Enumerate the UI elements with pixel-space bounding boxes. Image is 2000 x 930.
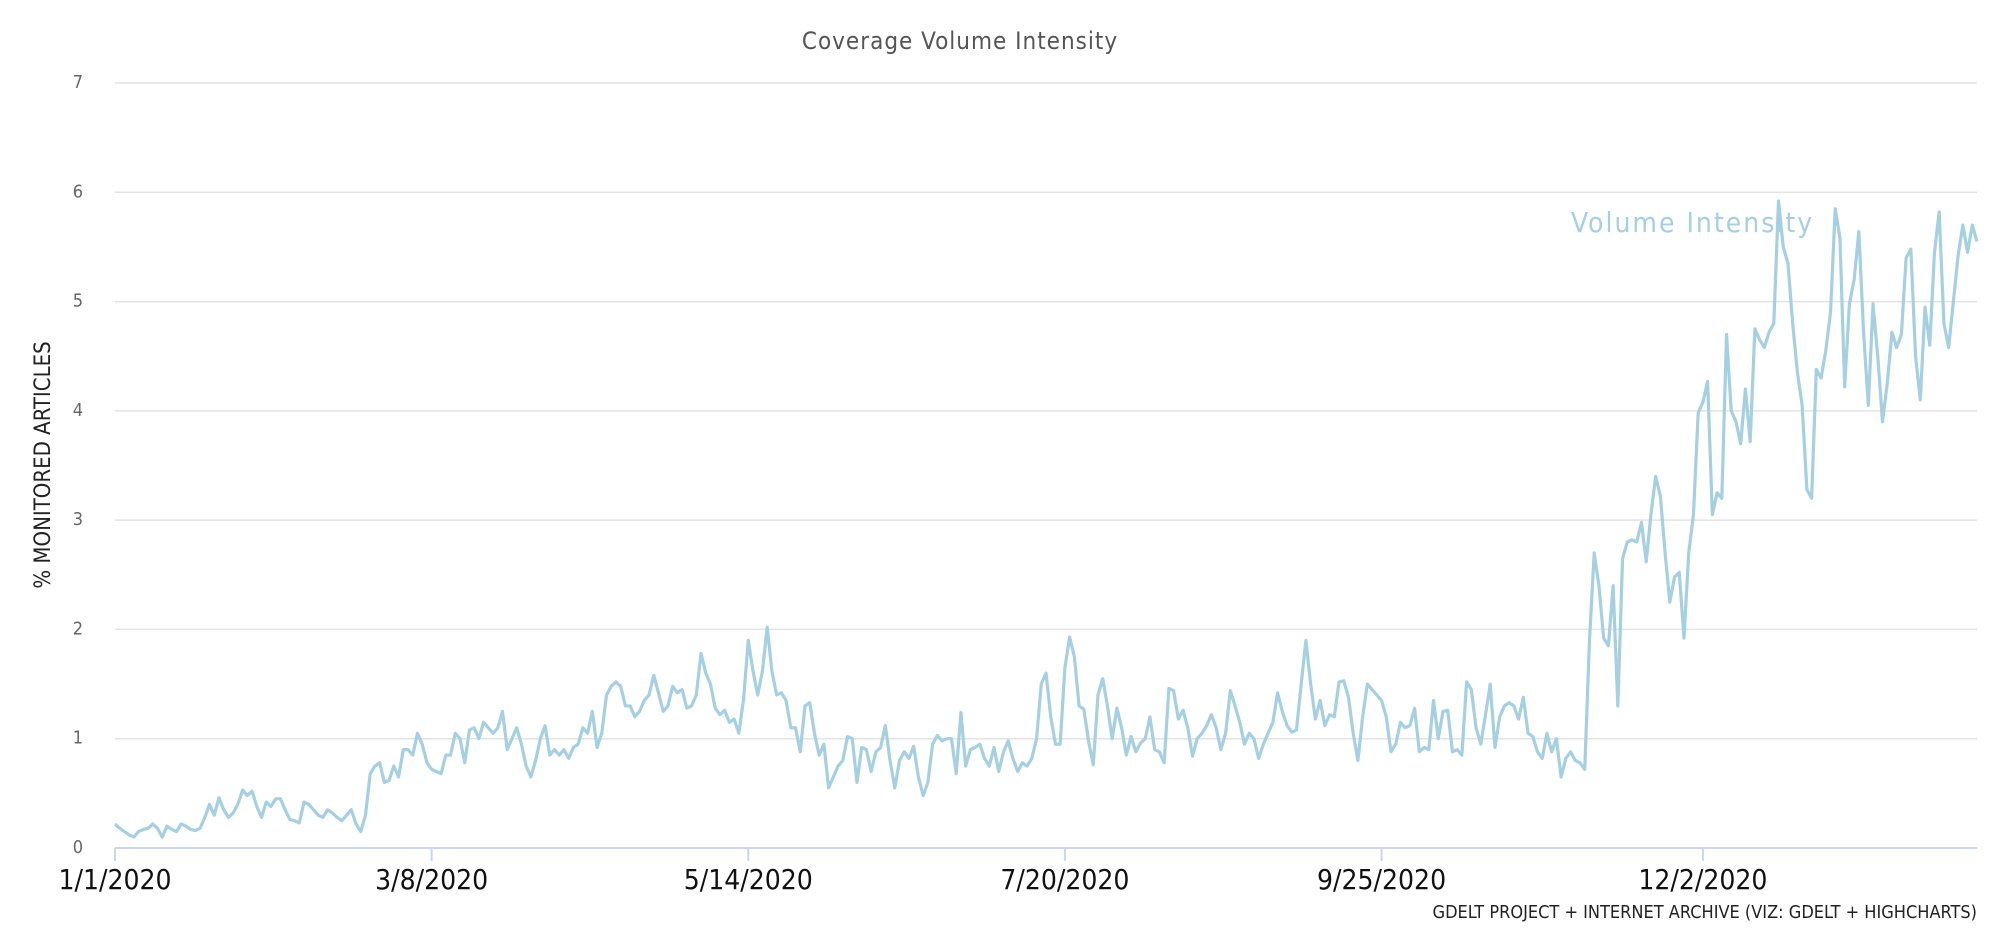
y-axis-label: % MONITORED ARTICLES <box>31 341 56 588</box>
y-tick-label: 3 <box>73 509 83 530</box>
credit: GDELT PROJECT + INTERNET ARCHIVE (VIZ: G… <box>1433 902 1977 923</box>
x-tick-label: 5/14/2020 <box>684 863 813 896</box>
y-tick-label: 5 <box>73 291 83 312</box>
chart-title: Coverage Volume Intensity <box>802 27 1118 55</box>
x-tick-label: 7/20/2020 <box>1000 863 1129 896</box>
y-tick-label: 6 <box>73 181 83 202</box>
series-label: Volume Intensity <box>1571 206 1814 239</box>
x-tick-label: 3/8/2020 <box>375 863 488 896</box>
y-tick-label: 0 <box>73 837 83 858</box>
y-tick-label: 1 <box>73 728 83 749</box>
y-tick-label: 7 <box>73 72 83 93</box>
y-tick-label: 2 <box>73 618 83 639</box>
series-line <box>113 199 1979 839</box>
x-tick-label: 1/1/2020 <box>58 863 171 896</box>
y-tick-label: 4 <box>73 400 83 421</box>
x-tick-label: 12/2/2020 <box>1638 863 1767 896</box>
x-tick-label: 9/25/2020 <box>1317 863 1446 896</box>
